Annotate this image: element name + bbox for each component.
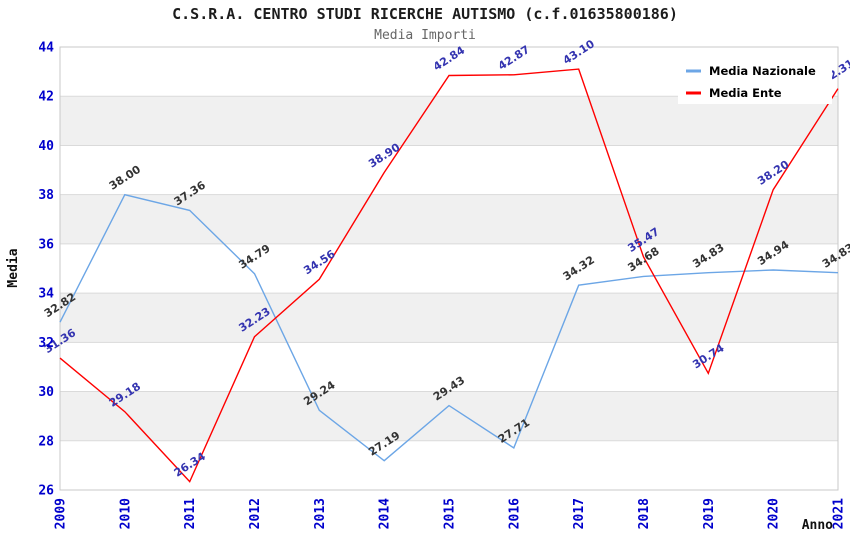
x-tick-label: 2010	[118, 498, 133, 529]
x-tick-label: 2012	[248, 498, 263, 529]
y-tick-label: 32	[38, 336, 54, 351]
y-tick-label: 38	[38, 188, 54, 203]
y-tick-label: 30	[38, 385, 54, 400]
x-axis-tick-labels: 2009 2010 2011 2012 2013 2014 2015 2016 2017 2018…	[54, 498, 847, 529]
y-tick-label: 26	[38, 484, 54, 499]
x-tick-label: 2015	[443, 498, 458, 529]
y-tick-label: 42	[38, 90, 54, 105]
x-tick-label: 2014	[378, 498, 393, 529]
y-axis-tick-labels: 44 42 40 38 36 34 32 30 28 26	[38, 41, 54, 499]
x-tick-label: 2017	[572, 498, 587, 529]
y-tick-label: 34	[38, 287, 54, 302]
band	[60, 194, 838, 244]
chart-title: C.S.R.A. CENTRO STUDI RICERCHE AUTISMO (…	[172, 5, 678, 23]
y-tick-label: 44	[38, 41, 54, 56]
y-tick-label: 40	[38, 139, 54, 154]
legend-item-media-ente: Media Ente	[709, 86, 782, 100]
band	[60, 96, 838, 146]
x-tick-label: 2009	[54, 498, 69, 529]
x-tick-label: 2020	[767, 498, 782, 529]
y-axis-title: Media	[6, 248, 21, 287]
x-tick-label: 2019	[702, 498, 717, 529]
x-axis-title: Anno	[802, 518, 833, 533]
series-line-media-nazionale	[59, 193, 839, 462]
legend-item-media-nazionale: Media Nazionale	[709, 64, 816, 78]
gridlines	[60, 95, 838, 442]
x-tick-label: 2011	[183, 498, 198, 529]
legend: Media Nazionale Media Ente	[678, 54, 832, 104]
alternating-bands	[60, 96, 838, 441]
series-line-media-ente	[59, 68, 839, 483]
band	[60, 391, 838, 441]
legend-background	[678, 54, 832, 104]
x-tick-label: 2021	[832, 498, 847, 529]
x-tick-label: 2018	[637, 498, 652, 529]
x-tick-label: 2016	[507, 498, 522, 529]
y-tick-label: 28	[38, 434, 54, 449]
x-tick-label: 2013	[313, 498, 328, 529]
band	[60, 293, 838, 343]
chart-subtitle: Media Importi	[374, 28, 476, 43]
y-tick-label: 36	[38, 237, 54, 252]
series-lines	[59, 68, 839, 483]
plot-border	[59, 46, 839, 491]
